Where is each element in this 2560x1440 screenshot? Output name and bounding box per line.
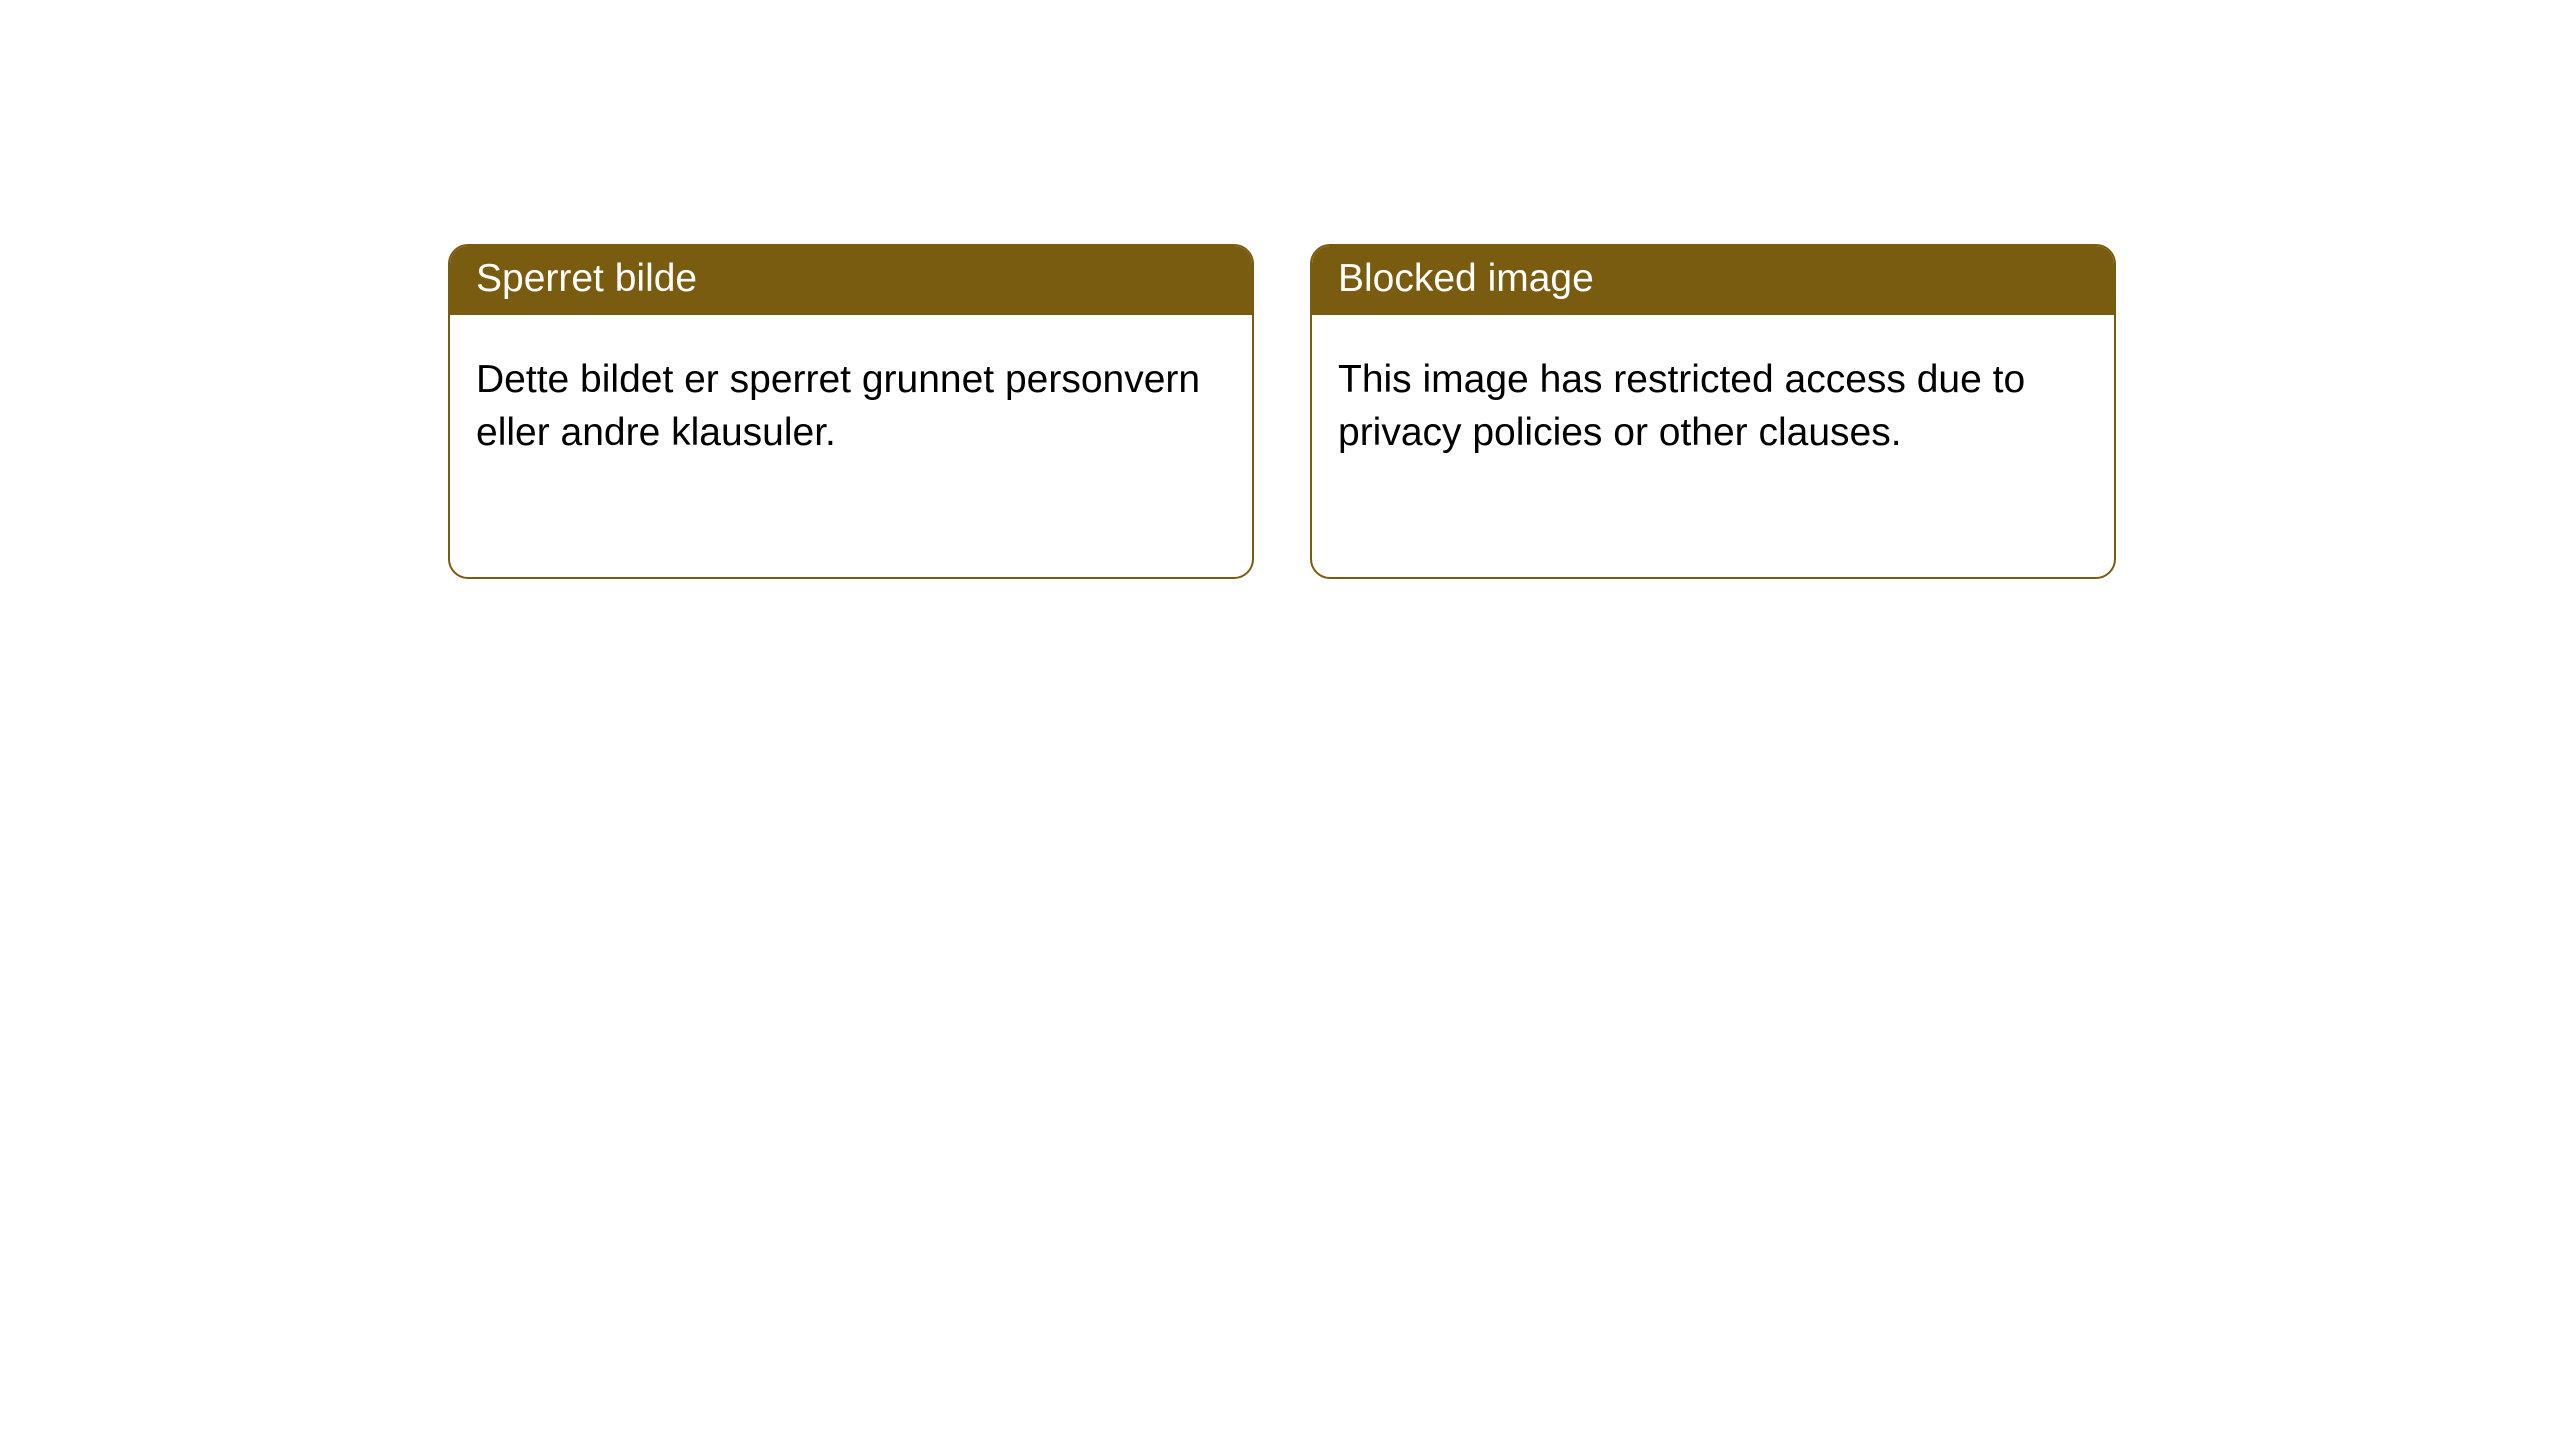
- blocked-image-card-no: Sperret bilde Dette bildet er sperret gr…: [448, 244, 1254, 579]
- blocked-image-card-en: Blocked image This image has restricted …: [1310, 244, 2116, 579]
- card-body: Dette bildet er sperret grunnet personve…: [450, 315, 1252, 497]
- card-container: Sperret bilde Dette bildet er sperret gr…: [0, 0, 2560, 579]
- card-header: Sperret bilde: [450, 246, 1252, 315]
- card-body: This image has restricted access due to …: [1312, 315, 2114, 497]
- card-header: Blocked image: [1312, 246, 2114, 315]
